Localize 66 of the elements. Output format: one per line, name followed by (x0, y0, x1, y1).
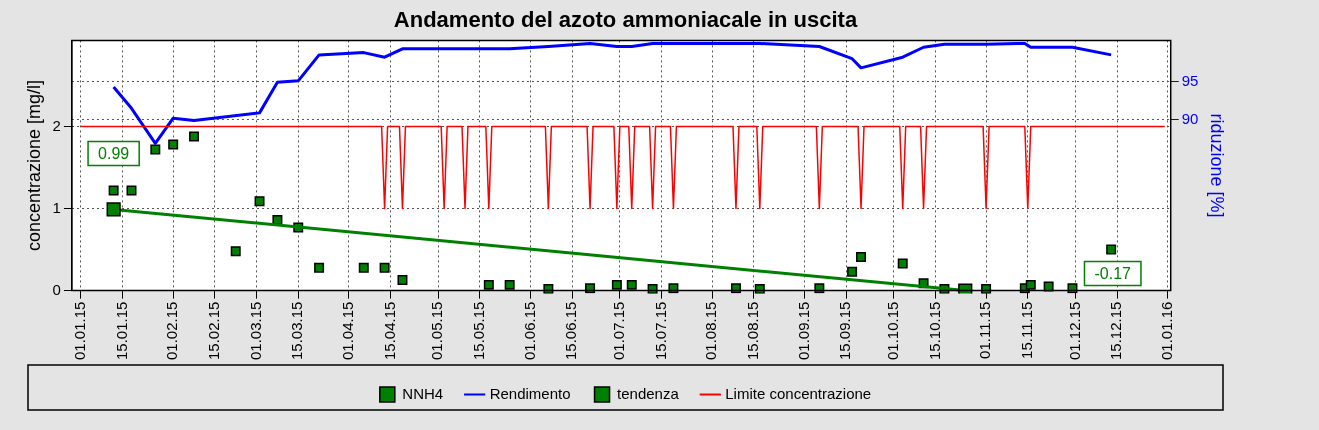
x-tick-label: 15.04.15 (380, 301, 398, 360)
point (1106, 244, 1117, 255)
y-tick-label: 1 (52, 198, 61, 216)
point (626, 279, 637, 290)
x-tick-label: 15.08.15 (743, 301, 761, 360)
x-tick-label: 15.05.15 (470, 301, 488, 360)
x-tick-label: 01.02.15 (163, 301, 181, 360)
legend-label: NNH4 (402, 384, 444, 402)
point (150, 144, 161, 155)
x-tick-label: 15.06.15 (562, 301, 580, 360)
point (230, 246, 241, 257)
x-tick-label: 15.12.15 (1107, 301, 1125, 360)
point (397, 274, 408, 285)
annotation: 0.99 (98, 144, 130, 162)
y2-axis-title: riduzione [%] (1207, 113, 1228, 218)
chart-title: Andamento del azoto ammoniacale in uscita (393, 7, 858, 33)
point (483, 279, 494, 290)
x-tick-label: 01.10.15 (883, 301, 901, 360)
x-tick-label: 01.01.15 (71, 301, 89, 360)
point (106, 202, 121, 217)
point (504, 279, 515, 290)
x-tick-label: 01.11.15 (976, 301, 994, 359)
point (168, 139, 179, 150)
x-tick-label: 15.07.15 (651, 301, 669, 360)
point (730, 283, 741, 294)
x-tick-label: 01.01.16 (1157, 301, 1175, 360)
x-tick-label: 15.01.15 (112, 301, 130, 360)
legend-label: Rendimento (489, 384, 571, 402)
y2-tick-label: 90 (1181, 109, 1199, 127)
x-tick-label: 01.06.15 (520, 301, 538, 360)
x-tick-label: 01.04.15 (339, 301, 357, 360)
x-tick-label: 01.05.15 (428, 301, 446, 360)
x-tick-label: 01.12.15 (1065, 301, 1083, 360)
x-tick-label: 01.03.15 (246, 301, 264, 360)
y2-tick-label: 95 (1181, 71, 1199, 89)
point (314, 262, 325, 273)
x-tick-label: 15.03.15 (288, 301, 306, 360)
point (189, 131, 200, 142)
x-tick-label: 01.07.15 (609, 301, 627, 360)
point (379, 262, 390, 273)
point (1043, 281, 1054, 292)
point (108, 185, 119, 196)
x-tick-label: 15.02.15 (205, 301, 223, 360)
x-tick-label: 01.08.15 (702, 301, 720, 360)
point (814, 283, 825, 294)
point (254, 196, 265, 207)
x-tick-label: 15.09.15 (836, 301, 854, 360)
legend-label: tendenza (617, 384, 680, 402)
y-tick-label: 0 (52, 280, 61, 298)
y-tick-label: 2 (52, 116, 61, 134)
annotation: -0.17 (1094, 265, 1132, 283)
point (358, 262, 369, 273)
y-axis-title: concentrazione [mg/l] (23, 79, 44, 252)
point (585, 283, 596, 294)
x-tick-label: 15.11.15 (1017, 301, 1035, 359)
point (1025, 279, 1036, 290)
legend-label: Limite concentrazione (725, 384, 872, 402)
point (897, 258, 908, 269)
x-tick-label: 15.10.15 (925, 301, 943, 360)
point (611, 279, 622, 290)
point (1067, 283, 1078, 294)
point (668, 283, 679, 294)
x-tick-label: 01.09.15 (794, 301, 812, 360)
point (847, 266, 858, 277)
point (126, 185, 137, 196)
point (856, 251, 867, 262)
